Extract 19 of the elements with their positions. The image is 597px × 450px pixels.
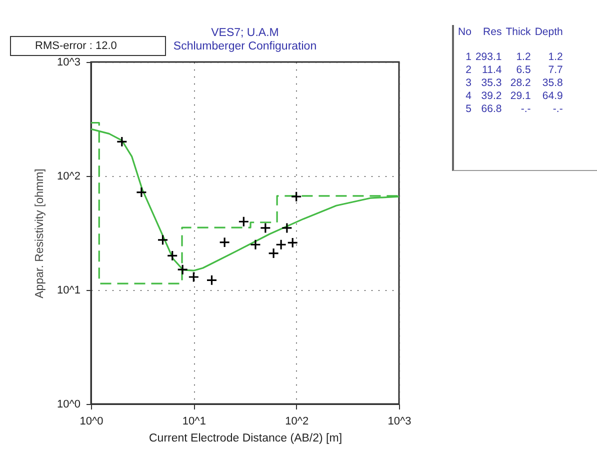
text: 5 66.8 -.- -.- — [466, 103, 563, 115]
x-tick-label: 10^1 — [182, 416, 206, 428]
chart-title: VES7; U.A.M — [211, 27, 279, 39]
x-tick-label: 10^0 — [80, 416, 104, 428]
y-tick-label: 10^1 — [56, 284, 80, 296]
chart-subtitle: Schlumberger Configuration — [173, 40, 317, 52]
y-tick-label: 10^3 — [56, 56, 80, 68]
text: 2 11.4 6.5 7.7 — [466, 64, 563, 76]
text: 1 293.1 1.2 1.2 — [466, 51, 563, 63]
x-tick-label: 10^3 — [388, 416, 412, 428]
x-tick-label: 10^2 — [285, 416, 309, 428]
text: 3 35.3 28.2 35.8 — [464, 76, 564, 89]
text: No Res Thick Depth — [458, 25, 564, 40]
text: 4 39.2 29.1 64.9 — [464, 89, 564, 102]
y-tick-label: 10^0 — [56, 398, 80, 410]
y-tick-label: 10^2 — [56, 170, 80, 182]
x-axis-title: Current Electrode Distance (AB/2) [m] — [148, 432, 342, 444]
y-axis-title: Appar. Resistivity [ohmm] — [34, 168, 46, 298]
text: RMS-error : 12.0 — [10, 36, 166, 56]
